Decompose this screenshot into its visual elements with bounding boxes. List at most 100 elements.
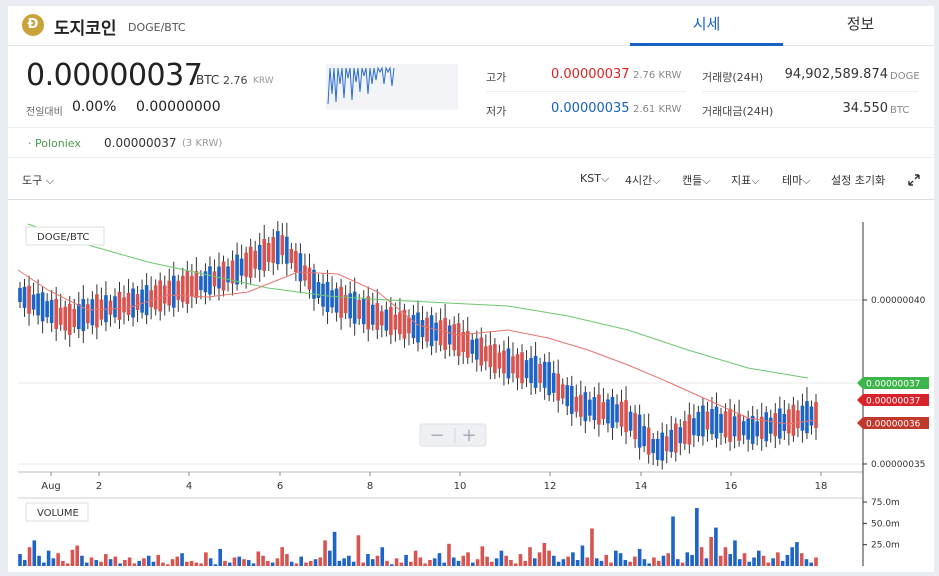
candle-up: [465, 330, 470, 358]
candle-up: [560, 384, 565, 399]
candle-down: [429, 315, 434, 347]
volume-bar-down: [614, 550, 618, 566]
candle-up: [108, 300, 113, 315]
candle-down: [18, 288, 22, 302]
candle-up: [86, 304, 90, 324]
candle-down: [642, 426, 646, 447]
candle-up: [597, 394, 601, 425]
volume-bar-down: [532, 558, 537, 566]
candle-up: [126, 292, 131, 315]
candle-down: [131, 288, 135, 318]
high-krw: 2.76 KRW: [633, 70, 682, 81]
candle-down: [140, 289, 144, 313]
zoom-out-button[interactable]: −: [429, 425, 444, 446]
candle-up: [248, 246, 253, 278]
candle-up: [402, 309, 407, 339]
amount-label: 거래대금(24H): [702, 105, 774, 118]
exchange-name[interactable]: · Poloniex: [28, 137, 81, 150]
candle-down: [171, 275, 176, 308]
volume-bar-up: [776, 552, 780, 566]
volume-bar-down: [146, 555, 151, 566]
volume-bar-up: [423, 563, 427, 566]
tab-info[interactable]: 정보: [846, 15, 875, 33]
candle-up: [253, 250, 257, 269]
interval-dropdown[interactable]: 4시간⌵: [625, 172, 661, 188]
candle-up: [438, 320, 443, 346]
candle-down: [113, 296, 117, 318]
candle-down: [710, 409, 714, 435]
volume-bar-up: [280, 547, 284, 566]
volume-bar-up: [409, 561, 413, 566]
candle-up: [181, 275, 185, 302]
candle-down: [90, 299, 95, 326]
zoom-in-button[interactable]: +: [461, 425, 476, 446]
expand-icon[interactable]: [908, 174, 920, 186]
volume-bar-down: [342, 558, 346, 566]
candle-down: [732, 416, 737, 437]
candle-down: [701, 405, 705, 437]
volume-bar-up: [318, 557, 323, 566]
candle-up: [497, 352, 502, 369]
volume-bar-up: [504, 555, 508, 566]
price-tag-label: 0.00000036: [866, 420, 921, 430]
zoom-controls: [419, 423, 487, 447]
price-chart[interactable]: 0.00000040 0.00000035 Aug 2 4 6 8 10 12 14 16 18 7…: [8, 200, 934, 572]
candle-up: [791, 404, 796, 436]
amount-unit: BTC: [890, 105, 910, 116]
volume-bar-up: [156, 554, 161, 566]
candle-down: [805, 401, 809, 434]
volume-bar-up: [223, 560, 227, 566]
volume-bar-down: [118, 563, 122, 566]
volume-bar-down: [299, 556, 304, 566]
candle-up: [307, 267, 312, 290]
candle-up: [135, 294, 140, 311]
volume-bar-down: [42, 562, 46, 566]
theme-dropdown[interactable]: 테마⌵: [782, 172, 811, 188]
candle-down: [764, 412, 769, 442]
volume-bar-up: [566, 556, 570, 566]
candle-down: [592, 397, 597, 421]
candle-down: [719, 413, 723, 433]
change-absolute: 0.00000000: [136, 99, 221, 115]
volume-bar-down: [84, 562, 89, 566]
price-krw: 2.76: [223, 74, 248, 87]
y-tick-label: 0.00000035: [871, 460, 925, 470]
volume-bar-up: [709, 536, 713, 566]
candle-down: [49, 300, 54, 324]
candle-up: [158, 280, 163, 312]
price-tag: [857, 417, 929, 429]
candle-dropdown[interactable]: 캔들⌵: [682, 172, 711, 188]
candle-down: [334, 288, 339, 313]
reset-settings-button[interactable]: 설정 초기화: [831, 174, 886, 187]
amount-value: 34.550: [842, 101, 889, 116]
indicator-dropdown[interactable]: 지표⌵: [731, 172, 760, 188]
volume-bar-up: [294, 563, 299, 566]
mini-sparkline-chart: [326, 64, 458, 110]
price-tag-label: 0.00000037: [866, 397, 920, 407]
candle-down: [208, 266, 212, 295]
candle-up: [538, 363, 542, 383]
volume-bar-down: [80, 555, 84, 566]
candle-down: [529, 358, 533, 384]
volume-bar-down: [556, 561, 561, 566]
volume-bar-up: [513, 563, 518, 566]
candle-down: [257, 244, 262, 270]
tools-dropdown[interactable]: 도구 ⌵: [22, 172, 54, 188]
timezone-dropdown[interactable]: KST⌵: [580, 172, 609, 186]
volume-bar-up: [65, 563, 70, 566]
volume-title: VOLUME: [37, 508, 79, 519]
tab-market[interactable]: 시세: [630, 6, 783, 46]
dogecoin-logo-icon: Ð: [22, 14, 44, 36]
candle-up: [796, 410, 800, 429]
candle-up: [366, 296, 371, 330]
change-label: 전일대비: [26, 107, 63, 118]
candle-up: [502, 350, 506, 374]
x-tick-label: 10: [454, 481, 467, 492]
chevron-down-icon: ⌵: [702, 174, 711, 187]
volume-bar-down: [380, 547, 385, 566]
exchange-bar: · Poloniex 0.00000037 (3 KRW): [8, 128, 934, 158]
volume-bar-down: [94, 560, 99, 566]
volume-bar-up: [103, 554, 108, 566]
candle-down: [628, 411, 633, 431]
volume-bar-up: [356, 535, 361, 566]
